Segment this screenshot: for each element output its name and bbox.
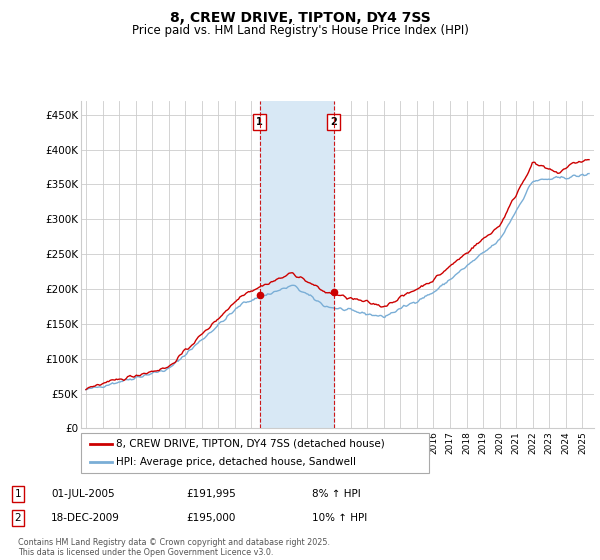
Text: 2: 2 (330, 116, 337, 127)
Text: 8% ↑ HPI: 8% ↑ HPI (312, 489, 361, 499)
Text: 18-DEC-2009: 18-DEC-2009 (51, 513, 120, 523)
Text: 8, CREW DRIVE, TIPTON, DY4 7SS: 8, CREW DRIVE, TIPTON, DY4 7SS (170, 11, 430, 25)
Text: 2: 2 (14, 513, 22, 523)
Text: 01-JUL-2005: 01-JUL-2005 (51, 489, 115, 499)
Text: 1: 1 (256, 116, 263, 127)
FancyBboxPatch shape (81, 433, 429, 473)
Text: £195,000: £195,000 (186, 513, 235, 523)
Text: 10% ↑ HPI: 10% ↑ HPI (312, 513, 367, 523)
Text: Contains HM Land Registry data © Crown copyright and database right 2025.
This d: Contains HM Land Registry data © Crown c… (18, 538, 330, 557)
Text: HPI: Average price, detached house, Sandwell: HPI: Average price, detached house, Sand… (116, 458, 356, 467)
Text: 1: 1 (14, 489, 22, 499)
Bar (260, 101, 334, 428)
Text: £191,995: £191,995 (186, 489, 236, 499)
Text: 8, CREW DRIVE, TIPTON, DY4 7SS (detached house): 8, CREW DRIVE, TIPTON, DY4 7SS (detached… (116, 439, 385, 449)
Text: Price paid vs. HM Land Registry's House Price Index (HPI): Price paid vs. HM Land Registry's House … (131, 24, 469, 36)
